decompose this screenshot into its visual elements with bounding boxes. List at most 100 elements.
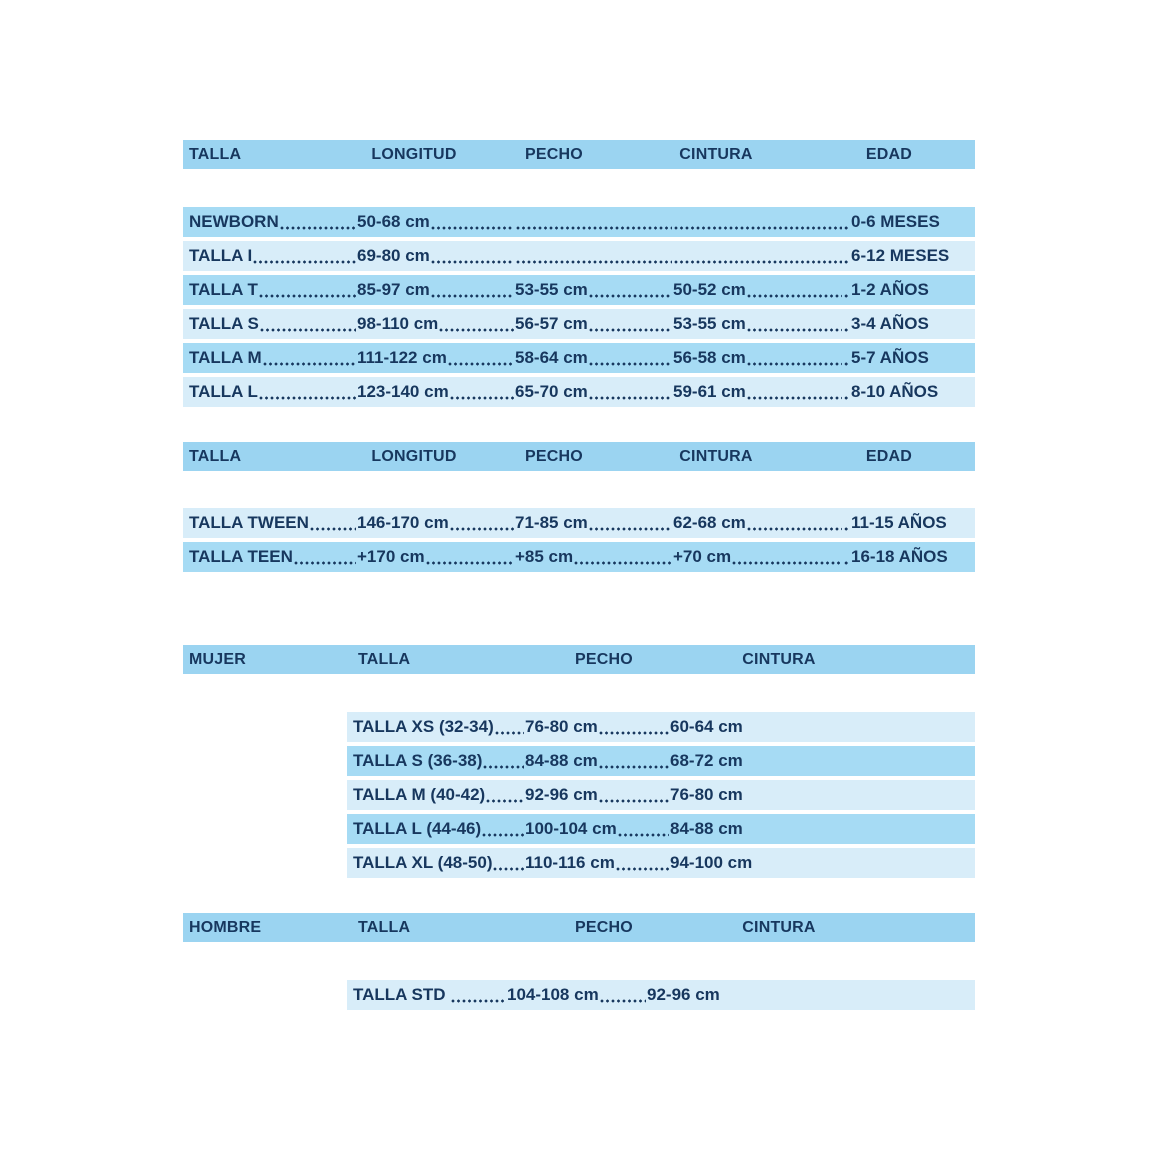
value-text: 111-122 cm — [357, 348, 447, 367]
value-cell: +85 cm — [515, 542, 673, 572]
size-tables-container: TALLA LONGITUD PECHO CINTURA EDAD NEWBORN 50-6… — [183, 140, 975, 1010]
dot-leader — [279, 226, 356, 230]
row-label-cell: TALLA S (36-38) — [347, 746, 525, 776]
row-label: TALLA STD — [353, 985, 451, 1004]
row-filler — [743, 814, 975, 844]
column-header-cintura: CINTURA — [710, 913, 848, 942]
row-label-cell: TALLA TWEEN — [183, 508, 357, 538]
column-header-label: CINTURA — [679, 145, 753, 163]
value-text: 56-57 cm — [515, 314, 588, 333]
value-text: +170 cm — [357, 547, 425, 566]
dot-leader — [259, 328, 356, 332]
value-cell: 0-6 MESES — [843, 207, 975, 237]
table-row: TALLA L 123-140 cm 65-70 cm 59-61 cm 8-10 AÑ… — [183, 377, 975, 407]
row-filler — [752, 848, 975, 878]
value-text: 8-10 AÑOS — [851, 382, 939, 401]
value-text: 76-80 cm — [670, 785, 743, 804]
value-text: 11-15 AÑOS — [851, 513, 947, 532]
value-text: 65-70 cm — [515, 382, 588, 401]
dot-leader — [258, 396, 356, 400]
column-header-label: PECHO — [575, 918, 633, 936]
value-text: 69-80 cm — [357, 246, 430, 265]
column-header-mujer: MUJER — [183, 645, 358, 674]
value-text: 59-61 cm — [673, 382, 746, 401]
column-header-talla: TALLA — [358, 645, 498, 674]
value-text: +70 cm — [673, 547, 732, 566]
column-header-longitud: LONGITUD — [349, 140, 479, 169]
dot-leader — [844, 260, 850, 264]
value-text: 84-88 cm — [670, 819, 743, 838]
table-rows-men-sizes: TALLA STD 104-108 cm 92-96 cm — [347, 980, 975, 1010]
table-row: TALLA T 85-97 cm 53-55 cm 50-52 cm 1-2 AÑOS — [183, 275, 975, 305]
value-text: 6-12 MESES — [851, 246, 950, 265]
dot-leader — [253, 260, 356, 264]
column-header-pecho: PECHO — [479, 140, 629, 169]
value-cell: 16-18 AÑOS — [843, 542, 975, 572]
dot-leader — [746, 294, 842, 298]
column-header-talla: TALLA — [358, 913, 498, 942]
value-cell — [515, 241, 673, 271]
table-header-kids-sizes: TALLA LONGITUD PECHO CINTURA EDAD — [183, 140, 975, 169]
value-cell: 56-58 cm — [673, 343, 843, 373]
value-text: 53-55 cm — [515, 280, 588, 299]
dot-leader — [588, 328, 672, 332]
value-cell: 71-85 cm — [515, 508, 673, 538]
value-text: 84-88 cm — [525, 751, 598, 770]
value-text: 68-72 cm — [670, 751, 743, 770]
row-label-cell: TALLA TEEN — [183, 542, 357, 572]
row-label-cell: NEWBORN — [183, 207, 357, 237]
value-text: 92-96 cm — [525, 785, 598, 804]
value-cell: 146-170 cm — [357, 508, 515, 538]
value-cell: +170 cm — [357, 542, 515, 572]
value-cell: 94-100 cm — [670, 848, 752, 878]
dot-leader — [844, 226, 850, 230]
value-cell: 69-80 cm — [357, 241, 515, 271]
value-cell: 100-104 cm — [525, 814, 670, 844]
value-cell: 59-61 cm — [673, 377, 843, 407]
column-header-label: PECHO — [525, 145, 583, 163]
dot-leader — [588, 527, 672, 531]
column-header-label: TALLA — [189, 145, 242, 163]
value-cell — [673, 241, 843, 271]
value-cell: 53-55 cm — [515, 275, 673, 305]
dot-leader — [430, 294, 514, 298]
dot-leader — [732, 561, 842, 565]
value-text: 60-64 cm — [670, 717, 743, 736]
column-header-label: PECHO — [575, 650, 633, 668]
dot-leader — [746, 396, 842, 400]
column-header-label: HOMBRE — [189, 918, 262, 936]
column-header-label: MUJER — [189, 650, 247, 668]
value-text: 62-68 cm — [673, 513, 746, 532]
dot-leader — [844, 294, 850, 298]
dot-leader — [483, 765, 524, 769]
dot-leader — [516, 260, 672, 264]
column-header-longitud: LONGITUD — [349, 442, 479, 471]
dot-leader — [615, 867, 669, 871]
dot-leader — [674, 260, 842, 264]
row-label: TALLA TEEN — [189, 547, 293, 566]
column-header-edad: EDAD — [803, 442, 975, 471]
value-text: 53-55 cm — [673, 314, 746, 333]
value-cell: 111-122 cm — [357, 343, 515, 373]
row-label: TALLA XS (32-34) — [353, 717, 494, 736]
dot-leader — [844, 396, 850, 400]
value-text: 100-104 cm — [525, 819, 617, 838]
dot-leader — [425, 561, 514, 565]
dot-leader — [588, 362, 672, 366]
column-header-pecho: PECHO — [498, 645, 710, 674]
column-header-label: TALLA — [358, 918, 411, 936]
value-text: 5-7 AÑOS — [851, 348, 929, 367]
value-cell: 98-110 cm — [357, 309, 515, 339]
table-header-men-sizes: HOMBRE TALLA PECHO CINTURA — [183, 913, 975, 942]
value-text: 92-96 cm — [647, 985, 720, 1004]
value-cell: 62-68 cm — [673, 508, 843, 538]
dot-leader — [844, 561, 850, 565]
value-cell: 60-64 cm — [670, 712, 743, 742]
value-text: 1-2 AÑOS — [851, 280, 929, 299]
dot-leader — [449, 527, 514, 531]
value-cell: 92-96 cm — [647, 980, 720, 1010]
row-label: TALLA S — [189, 314, 259, 333]
column-header-talla: TALLA — [183, 140, 349, 169]
value-text: 56-58 cm — [673, 348, 746, 367]
